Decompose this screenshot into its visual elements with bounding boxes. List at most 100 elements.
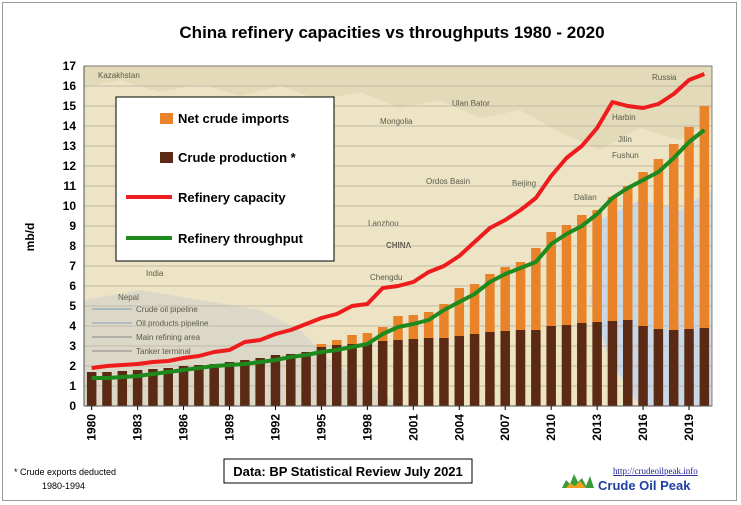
bar-crude-production bbox=[316, 347, 327, 406]
bar-crude-production bbox=[684, 329, 694, 406]
bar-net-imports bbox=[469, 284, 480, 334]
x-tick-label: 2001 bbox=[406, 414, 420, 441]
y-tick-label: 2 bbox=[69, 359, 76, 373]
bar-net-imports bbox=[592, 210, 602, 322]
bar-crude-production bbox=[668, 330, 679, 406]
bar-crude-production bbox=[469, 334, 480, 406]
bar-crude-production bbox=[393, 340, 403, 406]
bar-crude-production bbox=[163, 368, 173, 406]
bar-crude-production bbox=[653, 329, 664, 406]
map-label-ordos: Ordos Basin bbox=[426, 177, 470, 186]
legend-label-throughput: Refinery throughput bbox=[178, 231, 304, 246]
map-label-mongolia: Mongolia bbox=[380, 117, 413, 126]
bar-net-imports bbox=[623, 186, 633, 320]
bar-crude-production bbox=[270, 355, 281, 406]
bar-crude-production bbox=[454, 336, 465, 406]
y-tick-label: 9 bbox=[69, 219, 76, 233]
bar-net-imports bbox=[684, 127, 694, 329]
x-tick-label: 1995 bbox=[314, 414, 328, 441]
y-tick-label: 0 bbox=[69, 399, 76, 413]
y-tick-label: 5 bbox=[69, 299, 76, 313]
bar-net-imports bbox=[515, 262, 526, 330]
series-lines bbox=[91, 72, 706, 380]
bar-net-imports bbox=[607, 197, 618, 321]
bar-net-imports bbox=[423, 312, 434, 338]
x-tick-label: 1980 bbox=[85, 414, 99, 441]
bar-net-imports bbox=[699, 106, 710, 328]
bar-crude-production bbox=[286, 354, 296, 406]
bar-net-imports bbox=[668, 144, 679, 330]
x-tick-label: 2004 bbox=[452, 414, 466, 441]
bar-net-imports bbox=[653, 159, 664, 329]
bar-crude-production bbox=[209, 364, 219, 406]
map-label-kazakhstan: Kazakhstan bbox=[98, 71, 140, 80]
bar-net-imports bbox=[408, 315, 419, 339]
bar-crude-production bbox=[301, 352, 311, 406]
map-label-harbin: Harbin bbox=[612, 113, 636, 122]
bars bbox=[86, 106, 710, 406]
y-tick-label: 1 bbox=[69, 379, 76, 393]
axes bbox=[83, 65, 713, 407]
y-tick-label: 14 bbox=[63, 119, 77, 133]
bar-crude-production bbox=[240, 360, 250, 406]
y-tick-label: 4 bbox=[69, 319, 76, 333]
bar-crude-production bbox=[132, 370, 143, 406]
bar-net-imports bbox=[439, 304, 449, 338]
bar-crude-production bbox=[485, 332, 495, 406]
map-legend-legend1: Crude oil pipeline bbox=[136, 305, 198, 314]
bar-net-imports bbox=[638, 172, 648, 326]
map-label-fushun: Fushun bbox=[612, 151, 639, 160]
bar-crude-production bbox=[500, 331, 510, 406]
bar-net-imports bbox=[531, 248, 541, 330]
map-label-nepal: Nepal bbox=[118, 293, 139, 302]
x-tick-label: 1998 bbox=[360, 414, 374, 441]
x-tick-label: 2013 bbox=[590, 414, 604, 441]
bar-crude-production bbox=[255, 358, 265, 406]
bar-net-imports bbox=[362, 333, 373, 343]
y-tick-label: 11 bbox=[63, 179, 76, 193]
bar-net-imports bbox=[347, 335, 357, 344]
bar-crude-production bbox=[515, 330, 526, 406]
crude-oil-peak-logo: http://crudeoilpeak.info Crude Oil Peak bbox=[562, 466, 698, 493]
y-tick-label: 3 bbox=[69, 339, 76, 353]
bar-net-imports bbox=[500, 267, 510, 331]
y-tick-label: 17 bbox=[63, 59, 77, 73]
map-label-chengdu: Chengdu bbox=[370, 273, 402, 282]
x-tick-label: 1983 bbox=[131, 414, 145, 441]
x-tick-label: 2019 bbox=[682, 414, 696, 441]
y-tick-label: 7 bbox=[69, 259, 76, 273]
x-tick-label: 2010 bbox=[544, 414, 558, 441]
map-label-lanzhou: Lanzhou bbox=[368, 219, 399, 228]
bar-crude-production bbox=[592, 322, 602, 406]
map-legend-legend3: Main refining area bbox=[136, 333, 201, 342]
background-map: Russia Kazakhstan Mongolia Ulan Bator Harbin… bbox=[84, 66, 712, 406]
legend-label-net-imports: Net crude imports bbox=[178, 111, 289, 126]
footnote: * Crude exports deducted bbox=[14, 467, 116, 477]
legend-swatch-net-imports bbox=[160, 113, 173, 124]
bar-net-imports bbox=[546, 232, 556, 326]
bar-crude-production bbox=[331, 345, 342, 406]
map-label-russia: Russia bbox=[652, 73, 677, 82]
bar-net-imports bbox=[577, 215, 587, 323]
x-tick-label: 1986 bbox=[177, 414, 191, 441]
y-tick-label: 13 bbox=[63, 139, 77, 153]
logo-url[interactable]: http://crudeoilpeak.info bbox=[613, 466, 698, 476]
bar-crude-production bbox=[531, 330, 541, 406]
legend-label-production: Crude production * bbox=[178, 150, 297, 165]
bar-crude-production bbox=[347, 344, 357, 406]
bar-net-imports bbox=[316, 344, 327, 347]
y-tick-label: 6 bbox=[69, 279, 76, 293]
bar-crude-production bbox=[577, 323, 587, 406]
map-label-india: India bbox=[146, 269, 164, 278]
bar-crude-production bbox=[178, 366, 189, 406]
legend-label-capacity: Refinery capacity bbox=[178, 190, 286, 205]
map-label-jilin: Jilin bbox=[618, 135, 632, 144]
y-tick-label: 12 bbox=[63, 159, 77, 173]
bar-net-imports bbox=[485, 274, 495, 332]
line-refinery-throughput bbox=[91, 128, 706, 380]
x-tick-label: 2016 bbox=[636, 414, 650, 441]
x-tick-labels: 1980 1983 1986 1989 1992 1995 1998 2001 2004 2007… bbox=[85, 406, 696, 441]
bar-crude-production bbox=[439, 338, 449, 406]
legend-box bbox=[115, 96, 335, 262]
